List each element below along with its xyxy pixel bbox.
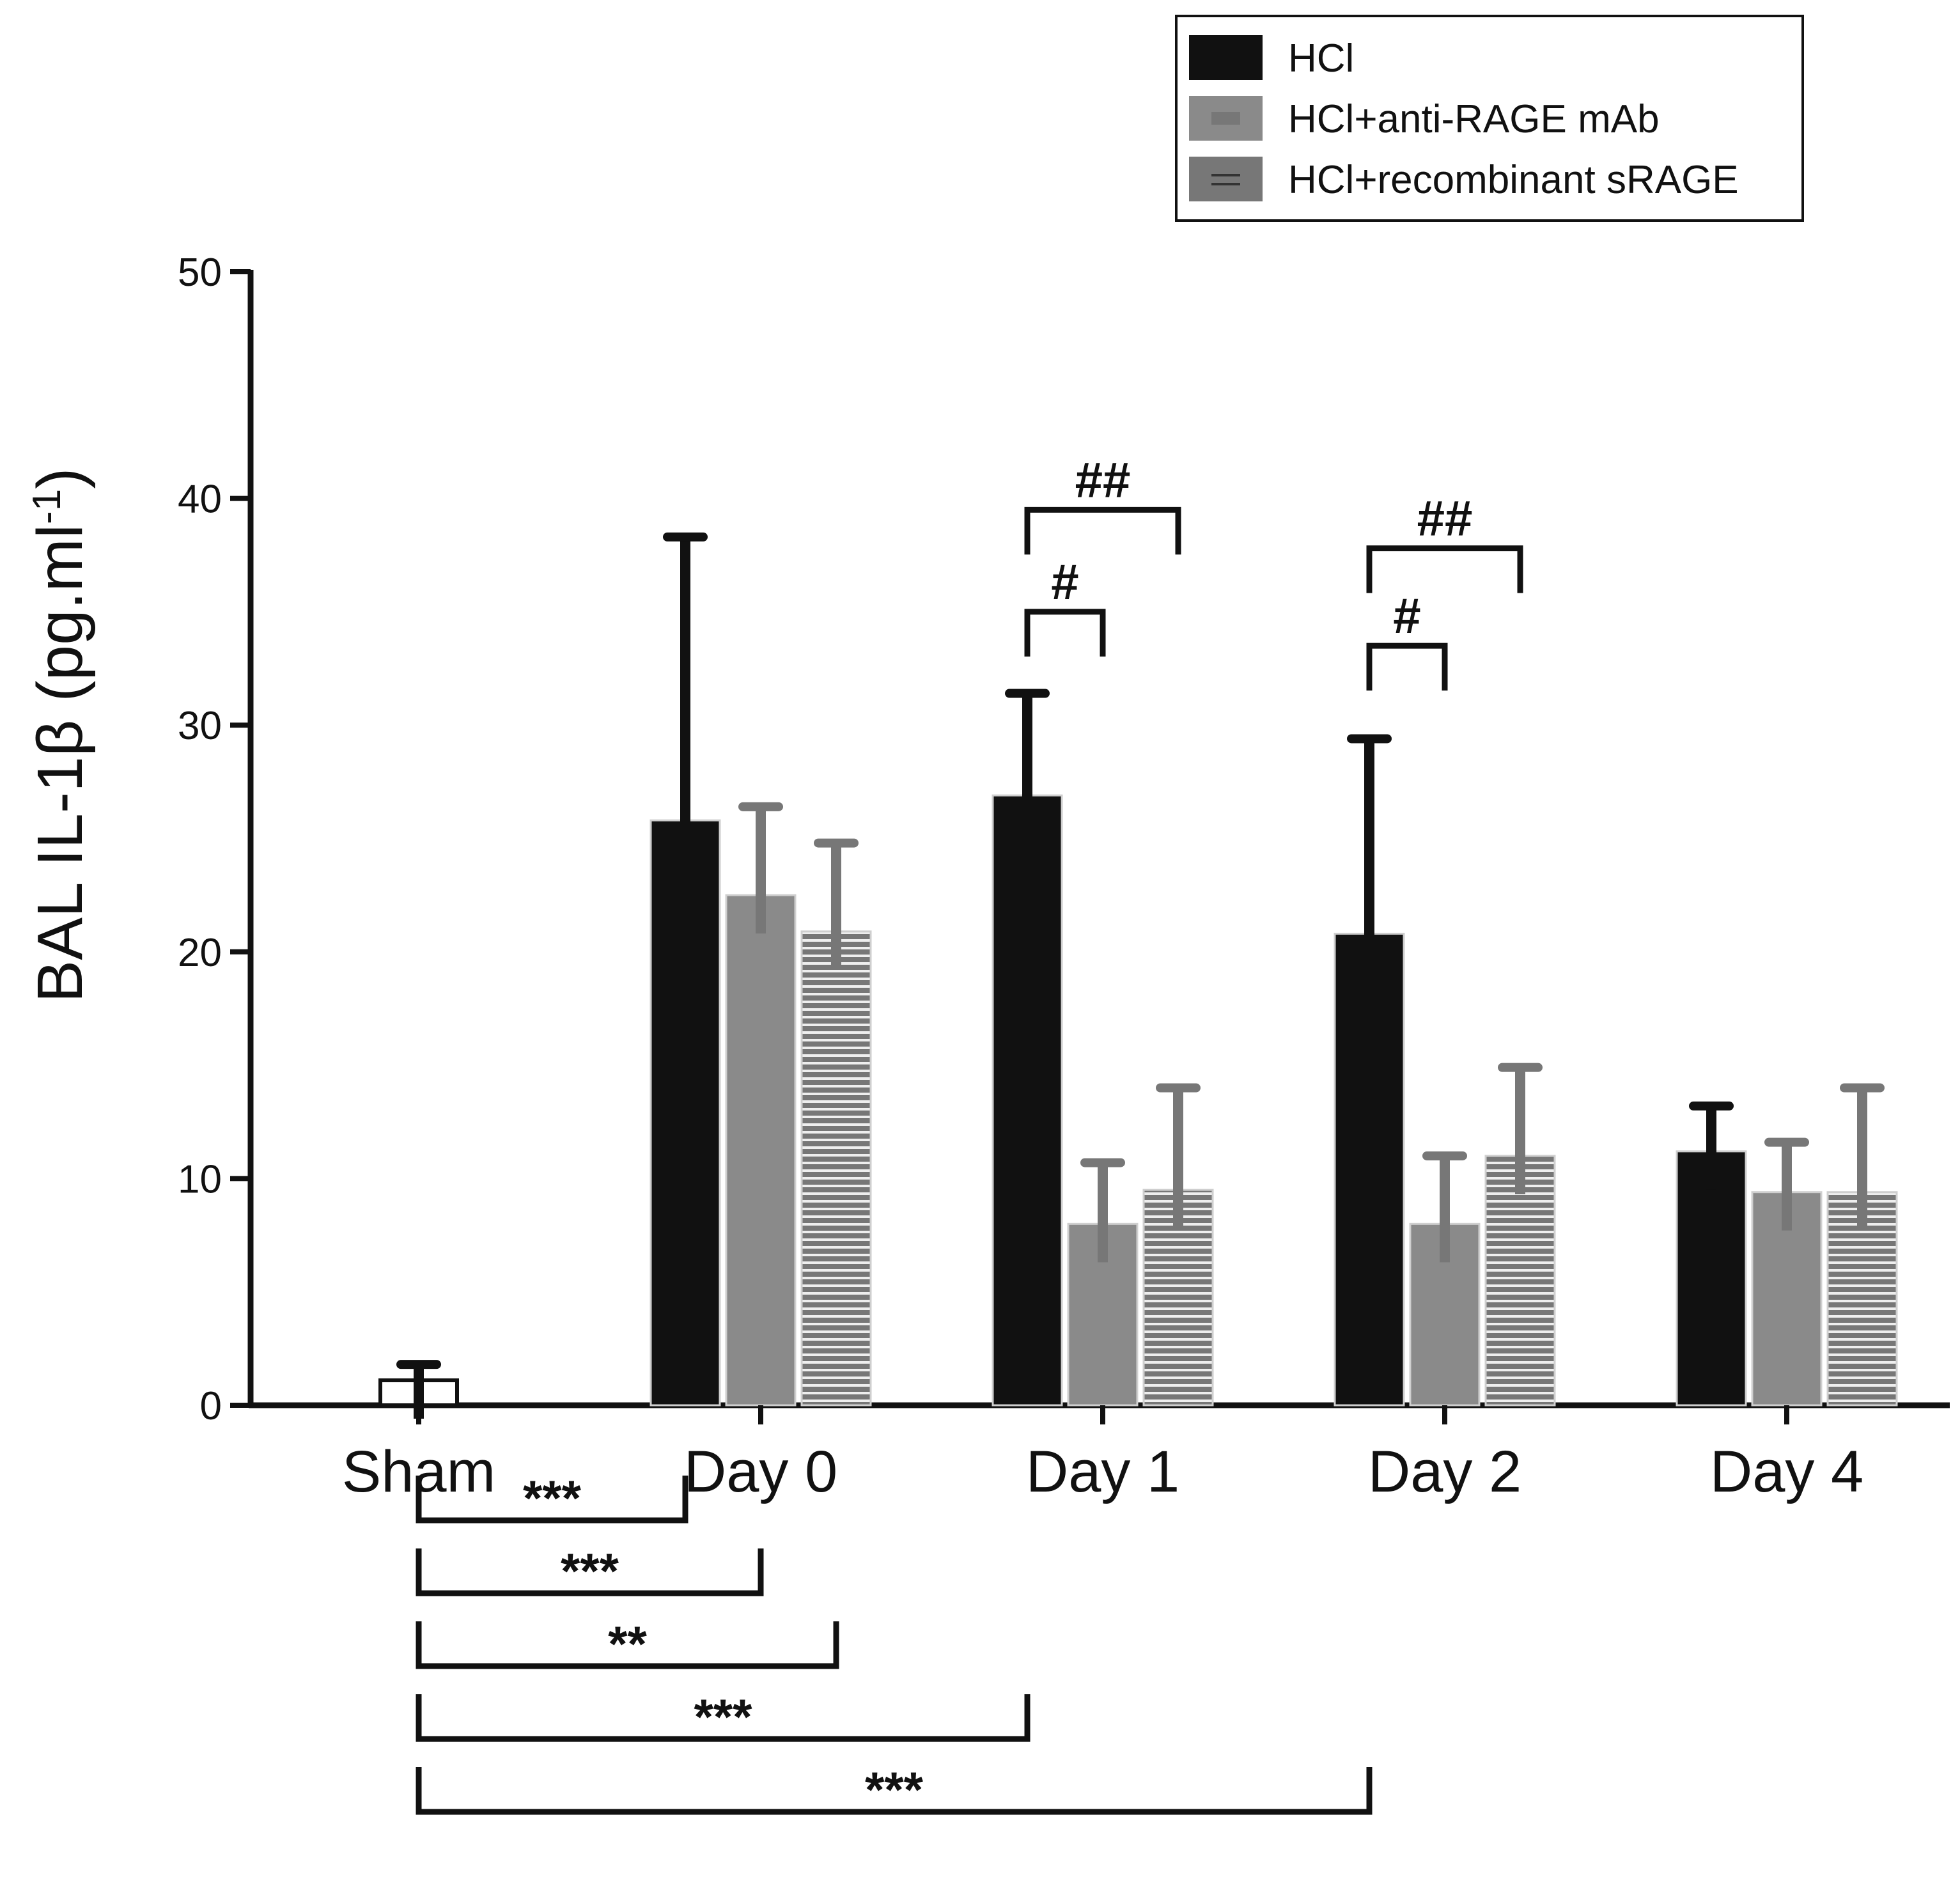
bottom-bracket (416, 1694, 1031, 1742)
top-bracket-label: ## (1417, 490, 1473, 547)
bottom-bracket-label: *** (694, 1688, 752, 1745)
top-bracket (1024, 609, 1106, 657)
y-tick-label: 40 (178, 478, 222, 522)
top-bracket-label: # (1393, 588, 1420, 644)
bottom-bracket-label: ** (608, 1616, 647, 1672)
legend: HCl HCl+anti-RAGE mAb HCl+recombinant sR… (1175, 15, 1804, 222)
y-tick-label: 10 (178, 1157, 222, 1201)
bottom-bracket (416, 1621, 839, 1669)
y-tick-label: 50 (178, 251, 222, 295)
legend-swatch-anti-rage-mark (1211, 112, 1240, 125)
x-tick-label: Day 0 (684, 1439, 837, 1504)
y-axis-label: BAL IL-1β (pg.ml-1) (24, 468, 96, 1003)
bar-srage-day-2 (1484, 1155, 1556, 1407)
bar-hcl-day-2 (1334, 932, 1405, 1407)
legend-label-anti-rage: HCl+anti-RAGE mAb (1288, 97, 1660, 141)
legend-label-srage: HCl+recombinant sRAGE (1288, 158, 1739, 202)
bar-hcl-day-0 (649, 819, 721, 1407)
top-bracket-label: ## (1075, 451, 1131, 508)
bar-hcl-day-1 (992, 794, 1063, 1407)
x-tick-label: Day 2 (1368, 1439, 1521, 1504)
y-axis-label-text: BAL IL-1β (pg.ml (24, 524, 96, 1003)
legend-label-hcl: HCl (1288, 36, 1354, 81)
y-tick-label: 0 (200, 1384, 222, 1428)
legend-swatch-hcl (1189, 35, 1263, 80)
x-tick-label: Day 4 (1710, 1439, 1863, 1504)
top-bracket (1366, 643, 1448, 691)
legend-frame (1175, 15, 1804, 222)
bottom-bracket (416, 1548, 764, 1596)
bar-srage-day-0 (800, 930, 872, 1407)
y-tick-label: 20 (178, 931, 222, 975)
bottom-bracket-label: *** (523, 1470, 582, 1526)
y-axis-label-superscript: -1 (25, 489, 69, 524)
top-bracket-label: # (1051, 554, 1078, 610)
bottom-bracket (416, 1767, 1373, 1815)
bottom-bracket (416, 1476, 688, 1524)
legend-swatch-srage-mark (1211, 168, 1240, 191)
bottom-bracket-label: *** (561, 1543, 619, 1599)
x-tick-label: Day 1 (1026, 1439, 1179, 1504)
top-bracket (1024, 506, 1181, 555)
bar-anti_rage-day-0 (725, 894, 797, 1407)
y-axis-label-close: ) (24, 468, 96, 489)
top-bracket (1366, 545, 1523, 593)
bottom-bracket-label: *** (865, 1761, 924, 1818)
y-tick-label: 30 (178, 704, 222, 748)
